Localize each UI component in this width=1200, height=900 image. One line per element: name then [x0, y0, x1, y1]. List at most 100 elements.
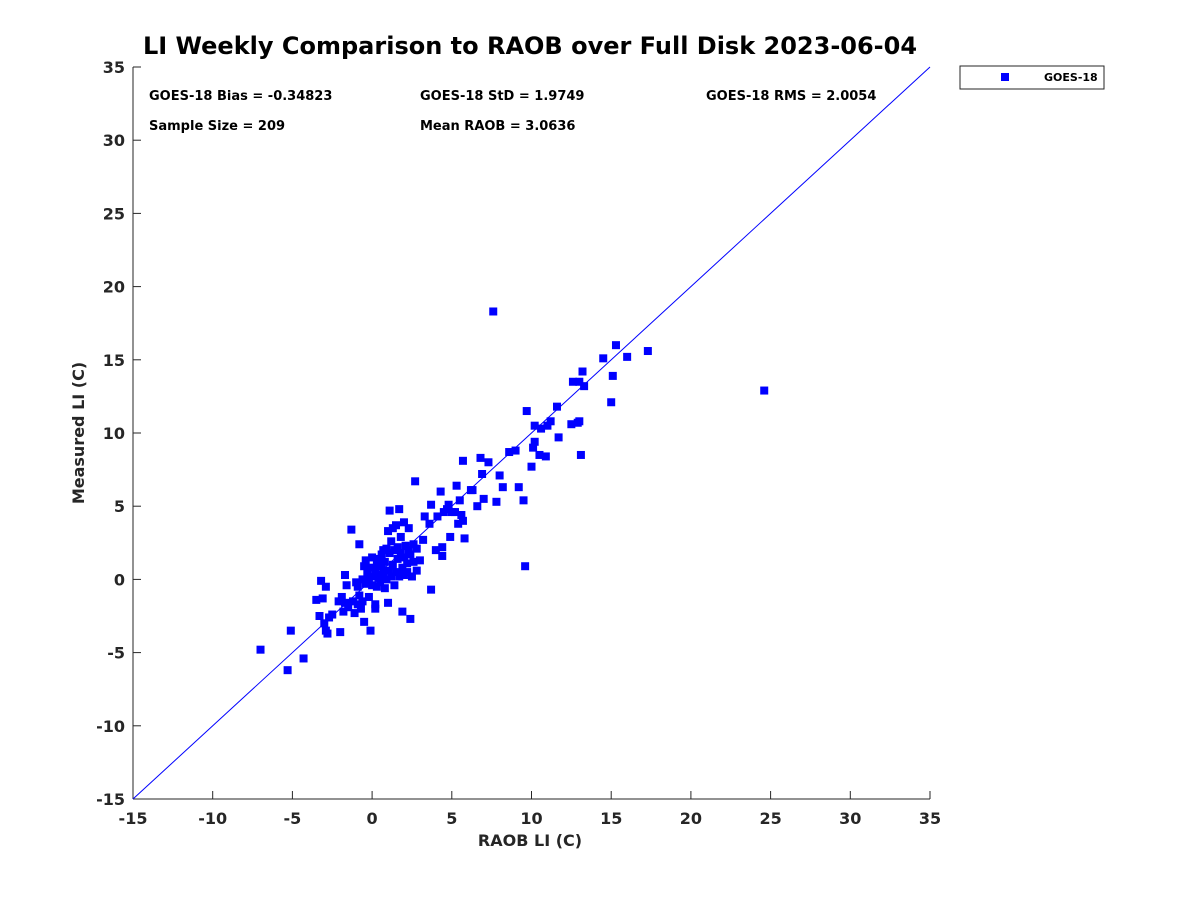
data-point [321, 582, 330, 591]
y-tick-label: 35 [103, 58, 125, 77]
data-point [530, 437, 539, 446]
data-point [323, 629, 332, 638]
x-ticks: -15 -10 -5 0 5 10 15 20 25 30 35 [119, 791, 941, 828]
data-point [358, 575, 367, 584]
rms-stat: GOES-18 RMS = 2.0054 [706, 89, 876, 104]
data-point [363, 568, 372, 577]
data-point [580, 382, 589, 391]
data-point [380, 584, 389, 593]
data-point [623, 352, 632, 361]
y-tick-label: 25 [103, 204, 125, 223]
y-tick-label: 15 [103, 351, 125, 370]
data-point [535, 450, 544, 459]
data-point [457, 510, 466, 519]
data-point [431, 546, 440, 555]
chart-title: LI Weekly Comparison to RAOB over Full D… [143, 32, 917, 60]
data-point [368, 553, 377, 562]
data-point [376, 578, 385, 587]
data-point [607, 398, 616, 407]
data-point [553, 402, 562, 411]
data-point [336, 628, 345, 637]
y-tick-label: 10 [103, 424, 125, 443]
data-point [393, 543, 402, 552]
mean-raob-stat: Mean RAOB = 3.0636 [420, 119, 575, 134]
y-tick-label: 30 [103, 131, 125, 150]
data-point [286, 626, 295, 635]
data-point [521, 562, 530, 571]
data-point [419, 535, 428, 544]
y-tick-label: 0 [114, 570, 125, 589]
data-point [366, 563, 375, 572]
data-point [568, 377, 577, 386]
data-point [361, 579, 370, 588]
data-point [399, 518, 408, 527]
data-point [374, 554, 383, 563]
x-tick-label: 5 [446, 809, 457, 828]
data-point [438, 543, 447, 552]
data-point [575, 377, 584, 386]
data-point [355, 591, 364, 600]
data-point [438, 551, 447, 560]
data-point [415, 556, 424, 565]
data-point [505, 448, 514, 457]
data-point [578, 367, 587, 376]
data-point [576, 450, 585, 459]
data-point [352, 578, 361, 587]
data-point [372, 559, 381, 568]
data-point [436, 487, 445, 496]
data-point [372, 582, 381, 591]
y-tick-label: -5 [107, 644, 125, 663]
data-point [450, 508, 459, 517]
x-tick-label: -15 [119, 809, 148, 828]
data-point [358, 597, 367, 606]
data-point [379, 568, 388, 577]
legend-label: GOES-18 [1044, 71, 1098, 84]
data-point [353, 582, 362, 591]
data-point [643, 347, 652, 356]
data-point [541, 452, 550, 461]
data-point [256, 645, 265, 654]
std-stat: GOES-18 StD = 1.9749 [420, 89, 584, 104]
data-point [455, 496, 464, 505]
x-tick-label: 0 [367, 809, 378, 828]
data-point [387, 572, 396, 581]
data-point [398, 563, 407, 572]
data-point [427, 585, 436, 594]
data-point [489, 307, 498, 316]
data-point [546, 417, 555, 426]
data-point [420, 512, 429, 521]
data-point [404, 546, 413, 555]
one-to-one-line [132, 66, 931, 800]
data-point [347, 525, 356, 534]
x-tick-label: 25 [759, 809, 781, 828]
data-point [458, 516, 467, 525]
data-point [328, 610, 337, 619]
data-point [411, 477, 420, 486]
data-point [390, 581, 399, 590]
data-point [361, 556, 370, 565]
data-point [452, 481, 461, 490]
data-point [478, 469, 487, 478]
y-tick-label: 20 [103, 278, 125, 297]
data-point [334, 597, 343, 606]
data-point [318, 594, 327, 603]
data-point [398, 607, 407, 616]
data-point [350, 609, 359, 618]
bias-stat: GOES-18 Bias = -0.34823 [149, 89, 332, 104]
sample-size-stat: Sample Size = 209 [149, 119, 285, 134]
data-point [530, 421, 539, 430]
data-point [312, 595, 321, 604]
data-point [382, 575, 391, 584]
data-point [484, 458, 493, 467]
data-point [377, 562, 386, 571]
data-point [401, 541, 410, 550]
legend-marker-square [1001, 73, 1009, 81]
data-point [527, 462, 536, 471]
data-point [396, 549, 405, 558]
data-point [519, 496, 528, 505]
x-tick-label: 30 [839, 809, 861, 828]
data-point [395, 572, 404, 581]
data-point [356, 604, 365, 613]
data-point [427, 500, 436, 509]
